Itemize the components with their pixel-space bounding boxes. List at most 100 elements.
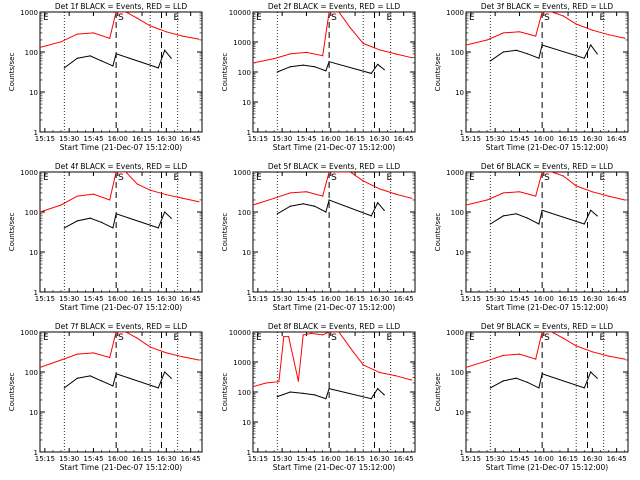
chart-panel: Det 2f BLACK = Events, RED = LLD 1 10 100 10… [221,2,416,152]
lld-point [149,346,151,348]
lld-point [283,336,285,338]
series-events-line [64,211,172,229]
x-axis-label: Start Time (21-Dec-07 15:12:00) [486,143,608,152]
y-tick-label: 1 [460,449,464,457]
chart-panel: Det 4f BLACK = Events, RED = LLD 1 10 100 10… [8,162,203,312]
events-point [596,215,598,217]
marker-label-end: E [600,13,606,23]
x-tick-label: 16:00 [108,455,128,463]
marker-label-saa: S [118,13,124,23]
events-point [590,209,592,211]
lld-point [541,332,543,333]
x-tick-label: 15:45 [509,135,529,143]
events-point [89,375,91,377]
lld-point [181,35,184,37]
chart-title: Det 9f BLACK = Events, RED = LLD [481,322,614,331]
lld-point [165,31,167,33]
lld-point [535,35,537,37]
events-point [170,377,172,379]
events-point [112,385,114,387]
events-point [115,213,117,215]
chart-panel: Det 6f BLACK = Events, RED = LLD 1 10 100 10… [434,162,629,312]
lld-point [591,191,593,193]
y-axis-label: Counts/sec [434,53,442,92]
events-point [313,66,316,68]
x-tick-label: 16:00 [321,455,341,463]
events-point [583,387,585,389]
y-tick-label: 100 [25,209,38,217]
y-tick-label: 100 [451,49,464,57]
lld-point [40,366,41,369]
lld-point [362,180,364,182]
lld-point [273,57,275,60]
x-tick-label: 16:45 [607,295,627,303]
x-tick-label: 16:15 [558,455,578,463]
lld-point [253,204,254,206]
lld-point [136,17,138,19]
x-tick-label: 16:15 [132,295,152,303]
events-point [325,70,327,72]
lld-point [466,366,467,369]
lld-point [278,381,280,383]
events-point [157,387,159,389]
y-axis-label: Counts/sec [8,213,16,252]
lld-point [60,204,62,206]
marker-label-start: E [469,333,475,343]
series-events-line [490,44,598,62]
lld-point [411,57,413,59]
x-tick-label: 15:30 [272,455,292,463]
lld-point [149,25,151,27]
events-point [328,387,330,390]
events-point [541,373,543,375]
lld-point [338,172,340,173]
lld-point [541,12,543,13]
chart-title: Det 8f BLACK = Events, RED = LLD [268,322,401,331]
events-point [302,203,304,205]
x-tick-label: 15:45 [296,135,316,143]
y-tick-label: 10 [242,419,251,427]
events-point [526,381,529,383]
lld-point [310,332,312,334]
events-point [63,67,65,69]
lld-point [535,358,537,360]
events-point [63,387,65,389]
x-tick-label: 16:15 [345,455,365,463]
lld-point [394,375,397,377]
x-tick-label: 15:15 [35,135,55,143]
x-tick-label: 15:30 [59,295,79,303]
events-point [370,398,372,400]
events-point [289,205,291,207]
marker-label-end: E [174,173,180,183]
events-point [489,387,491,389]
events-point [489,60,491,62]
marker-label-saa: S [331,173,337,183]
lld-point [76,33,78,35]
events-point [164,49,166,51]
marker-label-end: E [174,13,180,23]
events-point [377,387,379,390]
events-point [115,53,117,55]
lld-point [466,204,467,206]
y-tick-label: 100 [451,209,464,217]
x-tick-label: 16:45 [394,295,414,303]
marker-label-saa: S [118,173,124,183]
x-tick-label: 15:15 [461,455,481,463]
x-tick-label: 15:30 [485,455,505,463]
lld-point [575,23,577,25]
lld-point [591,29,593,31]
x-tick-label: 15:45 [296,455,316,463]
events-point [502,380,504,382]
lld-point [253,62,254,64]
marker-label-saa: S [118,333,124,343]
events-point [157,227,159,229]
lld-point [125,332,127,333]
lld-point [289,192,291,194]
y-tick-label: 1 [247,289,251,297]
lld-point [322,334,324,336]
x-tick-label: 16:00 [534,135,554,143]
lld-point [486,199,488,201]
lld-point [297,380,299,382]
series-events-line [277,387,385,400]
marker-label-start: E [469,13,475,23]
